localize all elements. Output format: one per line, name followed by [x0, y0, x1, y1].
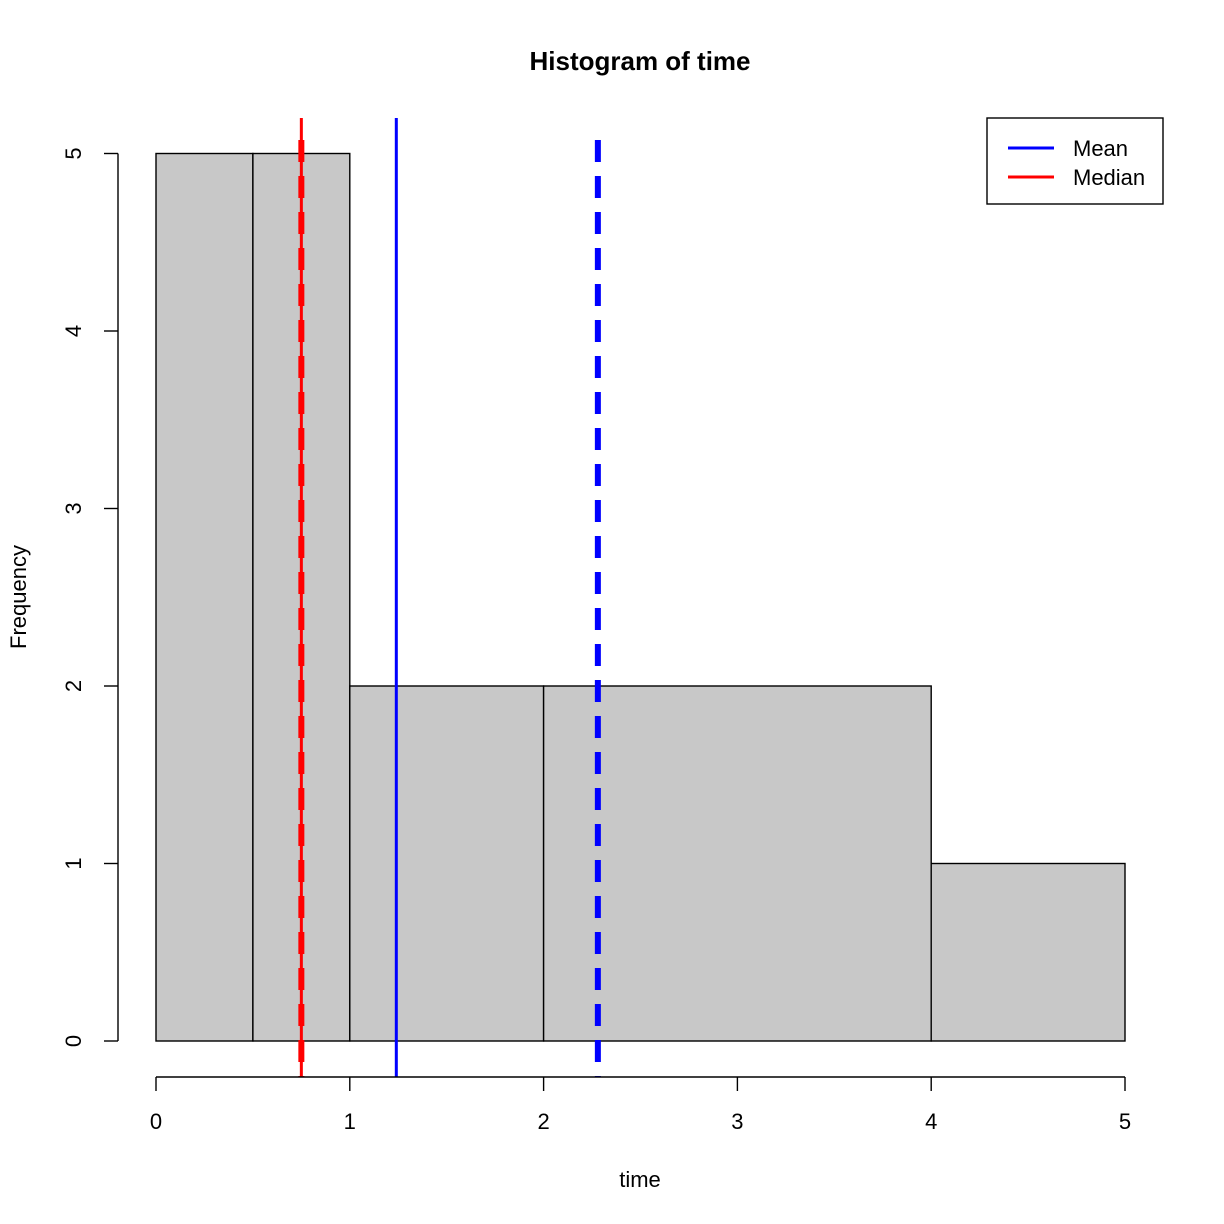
legend-label-median: Median [1073, 165, 1145, 190]
y-tick-label-1: 1 [61, 857, 86, 869]
y-tick-label-5: 5 [61, 147, 86, 159]
histogram-bar-4 [930, 862, 1126, 1042]
y-tick-label-0: 0 [61, 1035, 86, 1047]
y-axis: 0 1 2 3 4 5 [61, 147, 119, 1047]
histogram-bar-2 [349, 685, 545, 1042]
histogram-bar-0 [155, 152, 254, 1042]
x-axis-label: time [619, 1167, 661, 1192]
x-axis: 0 1 2 3 4 5 [150, 1076, 1131, 1134]
legend-box [986, 117, 1164, 205]
histogram-bar-3 [542, 685, 932, 1042]
y-tick-label-3: 3 [61, 502, 86, 514]
y-axis-label: Frequency [6, 545, 31, 649]
x-tick-label-0: 0 [150, 1109, 162, 1134]
legend-label-mean: Mean [1073, 136, 1128, 161]
chart-title: Histogram of time [529, 46, 750, 76]
x-tick-label-2: 2 [537, 1109, 549, 1134]
x-tick-label-3: 3 [731, 1109, 743, 1134]
x-tick-label-1: 1 [344, 1109, 356, 1134]
x-tick-label-4: 4 [925, 1109, 937, 1134]
reference-lines-group [298, 118, 601, 1077]
legend: Mean Median [986, 117, 1164, 205]
x-tick-label-5: 5 [1119, 1109, 1131, 1134]
y-tick-label-2: 2 [61, 680, 86, 692]
y-tick-label-4: 4 [61, 325, 86, 337]
